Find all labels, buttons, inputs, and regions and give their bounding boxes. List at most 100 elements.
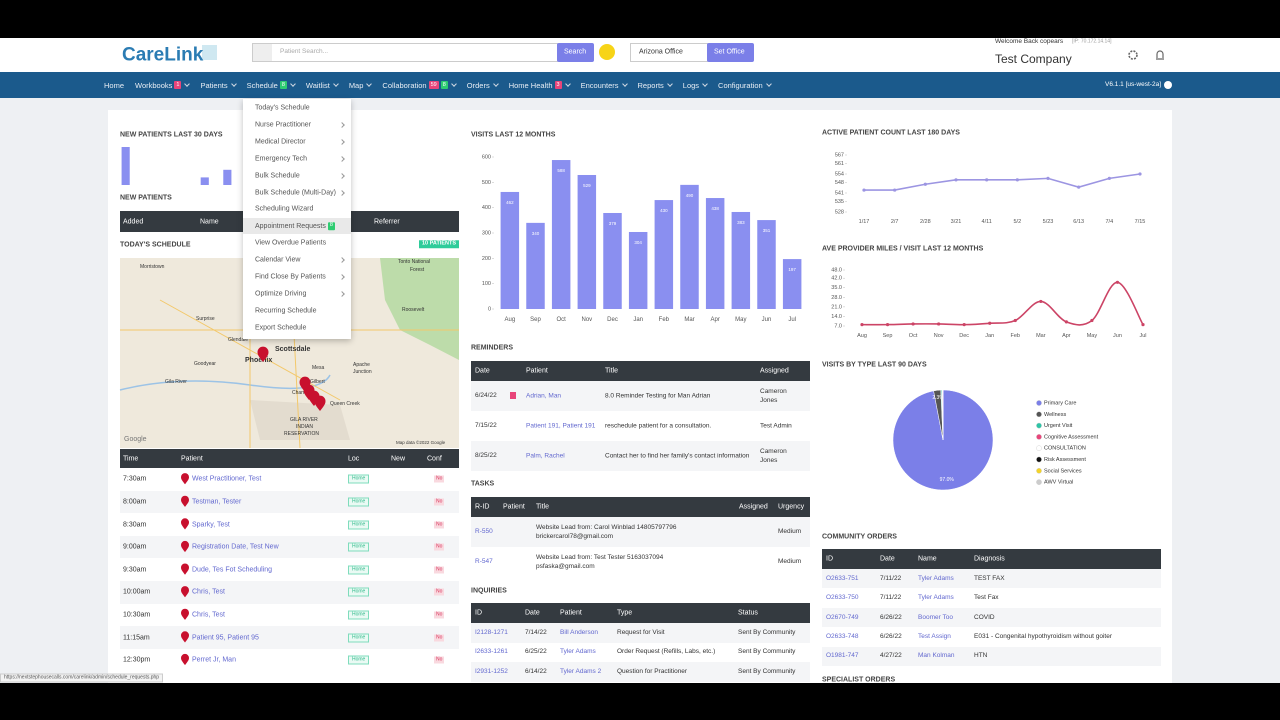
cell[interactable]: Tyler Adams — [918, 574, 954, 582]
menu-item[interactable]: Emergency Tech — [255, 155, 307, 162]
patient-link[interactable]: Chris, Test — [192, 588, 225, 596]
cell[interactable]: Boomer Too — [918, 613, 953, 621]
cell[interactable]: I2128-1271 — [475, 628, 508, 636]
column-header: Date — [880, 555, 895, 563]
column-header: Patient — [181, 455, 203, 462]
cell[interactable]: Tyler Adams 2 — [560, 667, 602, 675]
cell: Order Request (Refills, Labs, etc.) — [617, 647, 716, 655]
assigned: Cameron Jones — [760, 447, 787, 464]
nav-item[interactable]: Home — [104, 81, 124, 90]
nav-item[interactable]: Logs — [683, 81, 708, 90]
nav-item[interactable]: Reports — [638, 81, 673, 90]
patient-link[interactable]: Registration Date, Test New — [192, 543, 279, 551]
nav-item[interactable]: Orders — [467, 81, 499, 90]
set-office-button[interactable] — [707, 43, 754, 62]
menu-item[interactable]: View Overdue Patients — [255, 240, 326, 247]
nav-item[interactable]: Map — [349, 81, 373, 90]
confirmed-badge: No — [434, 588, 445, 596]
menu-badge: 8 — [327, 222, 335, 230]
menu-item[interactable]: Bulk Schedule — [255, 172, 300, 179]
cell: Sent By Community — [738, 667, 796, 675]
row-bg — [120, 490, 459, 514]
nav-label: Workbooks — [135, 80, 173, 90]
patient-link[interactable]: Adrian, Man — [526, 392, 562, 400]
row-bg — [471, 381, 810, 411]
confirmed-badge: No — [434, 498, 445, 506]
menu-item[interactable]: Appointment Requests 8 — [255, 222, 335, 230]
patient-link[interactable]: Chris, Test — [192, 611, 225, 619]
nav-item[interactable]: Patients — [200, 80, 237, 90]
column-header: Referrer — [374, 218, 400, 225]
menu-item[interactable]: Bulk Schedule (Multi-Day) — [255, 189, 336, 196]
menu-item[interactable]: Export Schedule — [255, 324, 306, 331]
cell[interactable]: Tyler Adams — [560, 647, 596, 655]
patient-link[interactable]: Patient 95, Patient 95 — [192, 634, 259, 641]
bar — [500, 191, 520, 309]
welcome: Welcome Back copears — [995, 37, 1064, 45]
patient-link[interactable]: Testman, Tester — [192, 498, 242, 506]
menu-label: Find Close By Patients — [255, 273, 326, 281]
row-bg — [471, 662, 810, 682]
cell[interactable]: O2633-748 — [826, 632, 859, 640]
nav-item[interactable]: Configuration — [718, 81, 772, 90]
bar — [654, 200, 674, 309]
pin — [181, 540, 189, 553]
task-link[interactable]: R-550 — [475, 527, 493, 535]
column-header: ID — [826, 555, 833, 563]
x-tick-label: Sep — [530, 317, 541, 323]
map-label: Glendale — [228, 337, 248, 343]
cell[interactable]: I2633-1261 — [475, 647, 508, 655]
cell[interactable]: Man Kolman — [918, 652, 955, 660]
point — [1138, 172, 1142, 176]
version: V6.1.1 [us-west-2a] — [1105, 80, 1161, 88]
search-button[interactable] — [557, 43, 594, 62]
x-tick-label: 4/11 — [982, 219, 992, 225]
patient-link[interactable]: Perret Jr, Man — [192, 656, 236, 664]
cell[interactable]: O2633-751 — [826, 574, 859, 582]
row-bg — [471, 441, 810, 471]
patient-link[interactable]: Sparky, Test — [192, 521, 230, 528]
nav-item[interactable]: Collaboration 59 8 — [382, 81, 457, 90]
cell[interactable]: O2633-750 — [826, 593, 859, 601]
menu-label: Calendar View — [255, 256, 301, 264]
cell[interactable]: O1981-747 — [826, 652, 859, 660]
nav-item[interactable]: Schedule 8 — [247, 81, 296, 90]
menu-item[interactable]: Optimize Driving — [255, 290, 306, 297]
nav-bar — [0, 72, 1280, 98]
patient-link[interactable]: Dude, Tes Fot Scheduling — [192, 566, 273, 574]
location-badge: Home — [348, 474, 370, 484]
menu-item[interactable]: Find Close By Patients — [255, 274, 326, 281]
help-icon[interactable] — [1164, 81, 1172, 89]
menu-item[interactable]: Today's Schedule — [255, 105, 310, 112]
map-label: INDIAN — [296, 424, 313, 430]
header-icons[interactable] — [1126, 48, 1170, 62]
search-placeholder[interactable]: Patient Search... — [280, 47, 329, 55]
search-button-label[interactable]: Search — [564, 48, 587, 56]
cell[interactable]: Tyler Adams — [918, 593, 954, 601]
nav-item[interactable]: Home Health 3 — [509, 81, 571, 90]
patient-link[interactable]: Patient 191, Patient 191 — [526, 422, 596, 430]
set-office-label[interactable]: Set Office — [714, 48, 745, 56]
task-link[interactable]: R-547 — [475, 557, 493, 565]
nav-item[interactable]: Waitlist — [306, 81, 339, 90]
nav-item[interactable]: Workbooks 1 — [135, 80, 191, 90]
point — [1077, 185, 1081, 189]
cell[interactable]: I2931-1252 — [475, 667, 508, 675]
patient-link[interactable]: West Practitioner, Test — [192, 475, 262, 483]
cell[interactable]: Test Assign — [918, 632, 951, 640]
nav-label: Patients — [200, 80, 228, 90]
nav-item[interactable]: Encounters — [581, 81, 628, 90]
menu-item[interactable]: Nurse Practitioner — [255, 121, 311, 128]
menu-item[interactable]: Calendar View — [255, 257, 300, 264]
y-tick-label: 600 — [482, 154, 491, 160]
cell[interactable]: O2670-749 — [826, 613, 859, 621]
location-badge: Home — [348, 520, 370, 529]
menu-item[interactable]: Recurring Schedule — [255, 307, 316, 314]
patient-link[interactable]: Palm, Rachel — [526, 452, 565, 460]
time: 8:00am — [123, 498, 147, 506]
menu-item[interactable]: Scheduling Wizard — [255, 206, 313, 213]
cell[interactable]: Bill Anderson — [560, 628, 598, 636]
menu-item[interactable]: Medical Director — [255, 138, 306, 145]
table-header — [471, 603, 810, 623]
office-name[interactable]: Arizona Office — [639, 48, 683, 56]
